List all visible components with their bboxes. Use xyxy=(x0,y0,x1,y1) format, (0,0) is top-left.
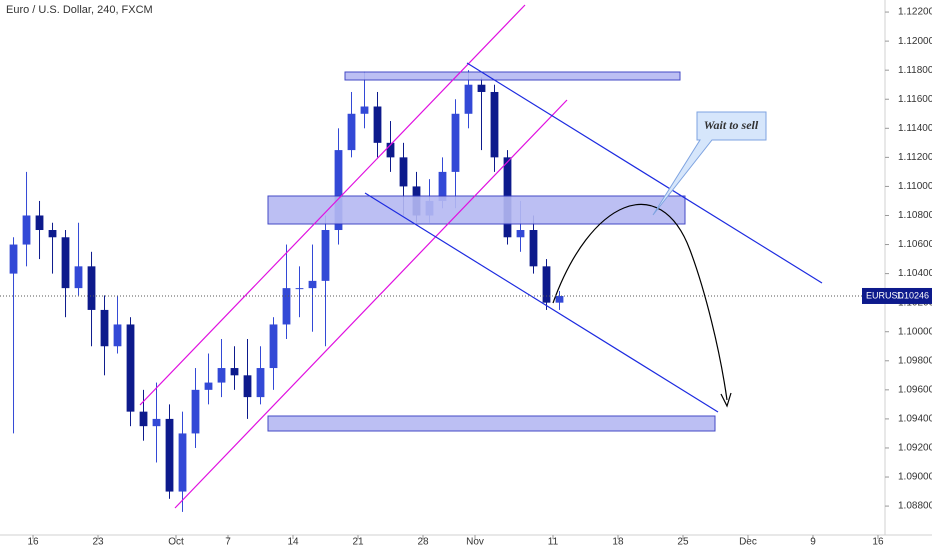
candle-body xyxy=(386,142,395,158)
candle-body xyxy=(217,368,226,383)
x-tick-label: Nov xyxy=(466,537,484,548)
x-tick-label: 9 xyxy=(810,537,816,548)
candle-body xyxy=(347,113,356,151)
candle-body xyxy=(555,295,564,303)
candle-body xyxy=(9,244,18,274)
callout xyxy=(652,111,767,216)
candle-body xyxy=(516,230,525,238)
y-tick-label: 1.10600 xyxy=(898,239,932,250)
candle-body xyxy=(113,324,122,347)
candle-body xyxy=(477,84,486,92)
price-label: 1.10246 xyxy=(896,290,929,300)
candle-body xyxy=(48,230,57,238)
y-tick-label: 1.10400 xyxy=(898,268,932,279)
candle-body xyxy=(373,106,382,143)
trend-line xyxy=(466,62,823,284)
x-tick-label: Oct xyxy=(168,537,184,548)
x-tick-label: 18 xyxy=(612,537,624,548)
x-tick-label: 23 xyxy=(92,537,104,548)
drawings: Wait to sell xyxy=(139,4,823,509)
candle-body xyxy=(152,418,161,427)
y-tick-label: 1.11600 xyxy=(898,94,932,105)
candle-body xyxy=(204,382,213,390)
y-tick-label: 1.11800 xyxy=(898,65,932,76)
price-badge xyxy=(862,287,932,304)
x-tick-label: 25 xyxy=(677,537,689,548)
y-tick-label: 1.10800 xyxy=(898,210,932,221)
candle-body xyxy=(308,280,317,289)
candle-body xyxy=(256,368,265,398)
y-tick-label: 1.11400 xyxy=(898,123,932,134)
candle-body xyxy=(321,230,330,281)
y-tick-label: 1.11000 xyxy=(898,181,932,192)
y-tick-label: 1.09600 xyxy=(898,384,932,395)
candle-body xyxy=(126,324,135,412)
symbol-label: EURUSD xyxy=(866,290,905,300)
y-tick-label: 1.08800 xyxy=(898,501,932,512)
x-tick-label: Dec xyxy=(739,537,757,548)
candle-body xyxy=(451,113,460,172)
candle-body xyxy=(165,418,174,492)
candle-body xyxy=(74,266,83,289)
plot xyxy=(9,70,564,512)
candle-body xyxy=(100,309,109,347)
x-tick-label: 16 xyxy=(27,537,39,548)
y-tick-label: 1.10000 xyxy=(898,326,932,337)
candle-body xyxy=(61,237,70,289)
y-tick-label: 1.09200 xyxy=(898,443,932,454)
x-tick-label: 11 xyxy=(548,537,559,548)
candle-body xyxy=(282,288,291,325)
candle-body xyxy=(399,157,408,187)
resistance-zone xyxy=(344,71,681,81)
candle-body xyxy=(269,324,278,369)
arrow-head xyxy=(720,392,732,408)
y-tick-label: 1.12000 xyxy=(898,36,932,47)
chart-title: Euro / U.S. Dollar, 240, FXCM xyxy=(6,4,153,16)
channel-line xyxy=(174,99,568,509)
trend-line xyxy=(364,192,719,413)
supply-zone xyxy=(267,195,686,225)
candle-body xyxy=(191,389,200,434)
x-tick-label: 16 xyxy=(872,537,884,548)
axes: 1.12200 1.12000 1.11800 1.11600 1.11400 1.112… xyxy=(0,7,932,548)
candle-body xyxy=(178,433,187,492)
y-tick-label: 1.11200 xyxy=(898,152,932,163)
candle-body xyxy=(529,230,538,267)
projection-arrow xyxy=(552,203,728,401)
callout-text: Wait to sell xyxy=(704,118,759,132)
candle-body xyxy=(295,288,304,290)
candle-body xyxy=(139,411,148,427)
x-tick-label: 7 xyxy=(225,537,231,548)
x-tick-label: 28 xyxy=(417,537,429,548)
x-tick-label: 14 xyxy=(287,537,299,548)
candle-body xyxy=(243,375,252,398)
candle-body xyxy=(87,266,96,310)
y-tick-label: 1.12200 xyxy=(898,7,932,18)
candle-body xyxy=(464,84,473,114)
y-tick-label: 1.09800 xyxy=(898,355,932,366)
candle-body xyxy=(35,215,44,231)
candle-body xyxy=(360,106,369,114)
y-tick-label: 1.09400 xyxy=(898,414,932,425)
candle-body xyxy=(22,215,31,245)
y-tick-label: 1.09000 xyxy=(898,472,932,483)
candle-body xyxy=(334,150,343,231)
x-tick-label: 21 xyxy=(352,537,364,548)
candle-body xyxy=(542,266,551,303)
candle-body xyxy=(490,91,499,158)
candle-body xyxy=(438,171,447,201)
target-zone xyxy=(267,415,716,432)
candle-body xyxy=(230,368,239,376)
channel-line xyxy=(139,4,526,406)
